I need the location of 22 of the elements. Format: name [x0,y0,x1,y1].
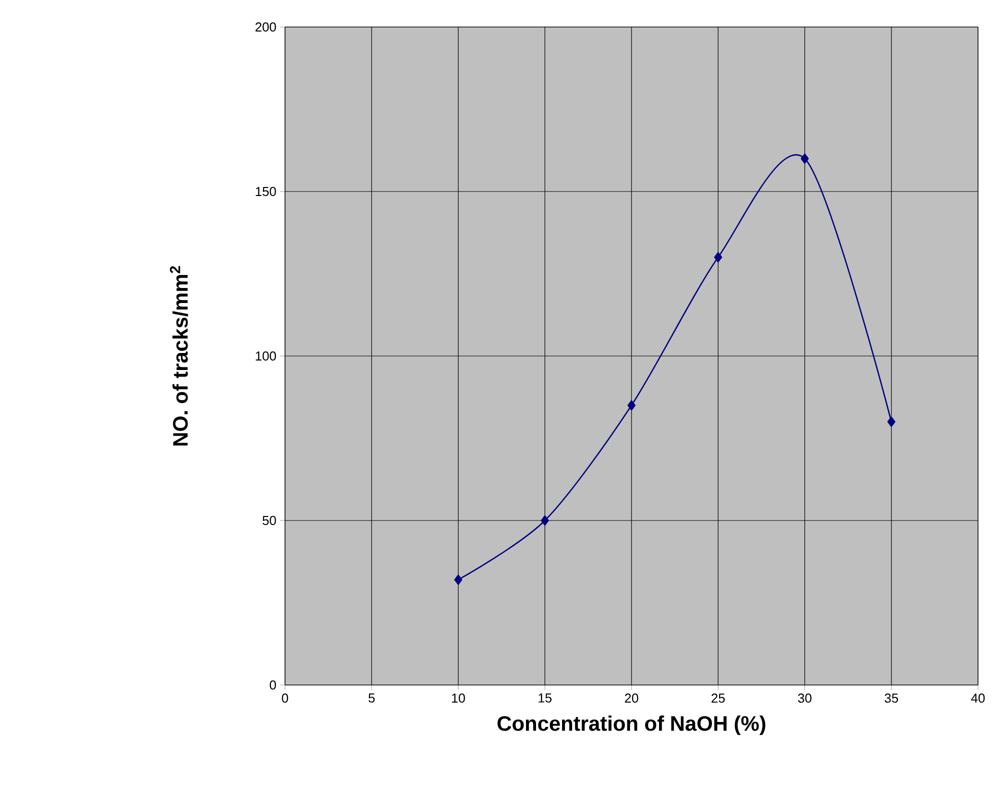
x-tick-label: 5 [368,694,375,703]
point [887,416,896,427]
x-tick-label: 30 [798,694,812,703]
y-tick-label: 200 [256,22,276,32]
x-tick-label: 25 [712,694,725,703]
y-tick-label: 0 [270,680,276,690]
x-tick-label: 40 [971,694,985,703]
point [540,515,549,526]
x-tick-label: 0 [282,694,288,703]
x-tick-label: 35 [884,694,898,703]
x-axis-title: Concentration of NaOH (%) [498,716,766,736]
point [714,252,722,262]
x-tick-label: 10 [452,694,465,703]
y-tick-label: 50 [262,516,276,526]
point [627,400,636,410]
point [800,153,809,164]
x-tick-label: 20 [624,694,638,703]
text: NO. of tracks/mm$^{2}$ [170,266,188,446]
y-tick-label: 100 [256,351,276,361]
y-tick-label: 150 [256,186,276,196]
x-tick-label: 15 [538,694,552,703]
point [454,574,462,585]
